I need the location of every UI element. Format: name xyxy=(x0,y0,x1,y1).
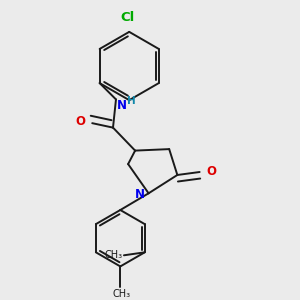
Text: N: N xyxy=(135,188,145,201)
Text: CH₃: CH₃ xyxy=(112,289,130,299)
Text: O: O xyxy=(76,115,86,128)
Text: N: N xyxy=(117,99,127,112)
Text: O: O xyxy=(206,165,216,178)
Text: Cl: Cl xyxy=(121,11,135,24)
Text: H: H xyxy=(127,96,136,106)
Text: CH₃: CH₃ xyxy=(104,250,122,260)
